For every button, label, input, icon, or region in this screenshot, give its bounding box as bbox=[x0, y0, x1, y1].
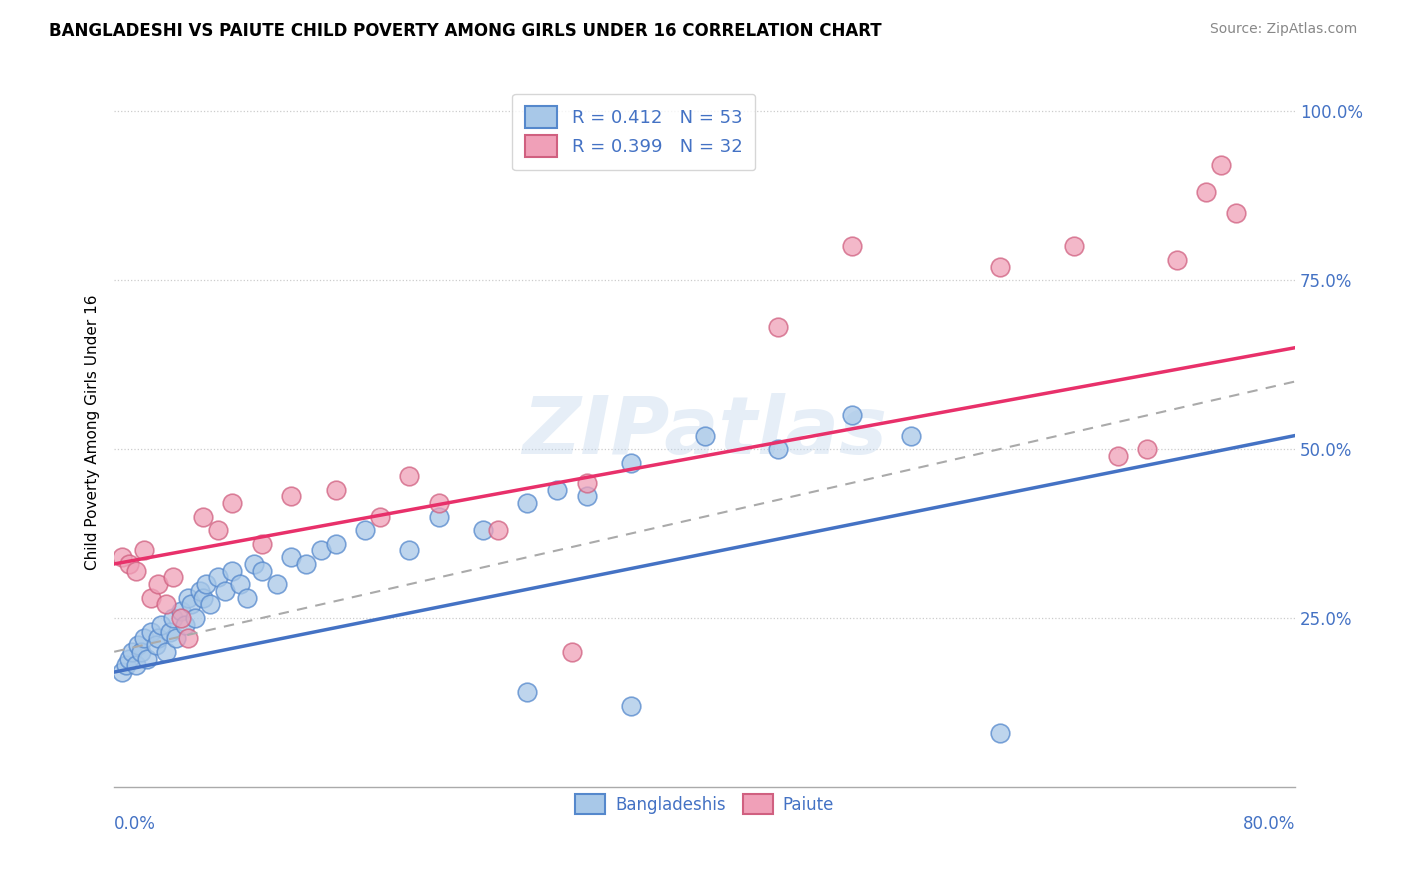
Point bbox=[127, 638, 149, 652]
Point bbox=[110, 665, 132, 679]
Point bbox=[162, 611, 184, 625]
Point bbox=[165, 632, 187, 646]
Point bbox=[198, 598, 221, 612]
Point bbox=[768, 320, 790, 334]
Point bbox=[841, 239, 863, 253]
Point bbox=[139, 624, 162, 639]
Point bbox=[148, 632, 170, 646]
Point bbox=[194, 577, 217, 591]
Point bbox=[368, 509, 391, 524]
Point bbox=[325, 536, 347, 550]
Point bbox=[620, 698, 643, 713]
Point bbox=[472, 523, 495, 537]
Point bbox=[1225, 205, 1247, 219]
Point bbox=[132, 632, 155, 646]
Y-axis label: Child Poverty Among Girls Under 16: Child Poverty Among Girls Under 16 bbox=[86, 294, 100, 570]
Text: 0.0%: 0.0% bbox=[114, 815, 156, 833]
Point bbox=[988, 260, 1011, 274]
Point bbox=[250, 564, 273, 578]
Point bbox=[620, 456, 643, 470]
Point bbox=[427, 496, 450, 510]
Point bbox=[177, 632, 200, 646]
Point bbox=[148, 577, 170, 591]
Point bbox=[191, 591, 214, 605]
Point bbox=[427, 509, 450, 524]
Point bbox=[125, 658, 148, 673]
Point bbox=[236, 591, 259, 605]
Point bbox=[1166, 252, 1188, 267]
Point bbox=[221, 496, 243, 510]
Text: BANGLADESHI VS PAIUTE CHILD POVERTY AMONG GIRLS UNDER 16 CORRELATION CHART: BANGLADESHI VS PAIUTE CHILD POVERTY AMON… bbox=[49, 22, 882, 40]
Point bbox=[693, 428, 716, 442]
Point bbox=[129, 645, 152, 659]
Point bbox=[575, 489, 598, 503]
Point bbox=[159, 624, 181, 639]
Point bbox=[243, 557, 266, 571]
Point bbox=[169, 611, 191, 625]
Point bbox=[174, 617, 197, 632]
Point bbox=[139, 591, 162, 605]
Point bbox=[516, 685, 538, 699]
Point bbox=[486, 523, 509, 537]
Point bbox=[115, 658, 138, 673]
Point bbox=[169, 604, 191, 618]
Point bbox=[309, 543, 332, 558]
Point bbox=[191, 509, 214, 524]
Point bbox=[1211, 158, 1233, 172]
Point bbox=[150, 617, 173, 632]
Point bbox=[250, 536, 273, 550]
Point bbox=[280, 489, 302, 503]
Point bbox=[325, 483, 347, 497]
Point bbox=[207, 523, 229, 537]
Point bbox=[900, 428, 922, 442]
Point bbox=[155, 645, 177, 659]
Point bbox=[1136, 442, 1159, 456]
Point bbox=[266, 577, 288, 591]
Point bbox=[575, 475, 598, 490]
Point bbox=[177, 591, 200, 605]
Point bbox=[398, 543, 420, 558]
Point bbox=[221, 564, 243, 578]
Text: ZIPatlas: ZIPatlas bbox=[522, 393, 887, 471]
Point bbox=[988, 726, 1011, 740]
Point bbox=[132, 543, 155, 558]
Point bbox=[561, 645, 583, 659]
Point bbox=[162, 570, 184, 584]
Point bbox=[1107, 449, 1129, 463]
Point bbox=[1063, 239, 1085, 253]
Point bbox=[228, 577, 250, 591]
Point bbox=[188, 584, 211, 599]
Point bbox=[118, 557, 141, 571]
Point bbox=[841, 409, 863, 423]
Point bbox=[214, 584, 236, 599]
Point bbox=[1195, 186, 1218, 200]
Point bbox=[516, 496, 538, 510]
Point bbox=[121, 645, 143, 659]
Text: Source: ZipAtlas.com: Source: ZipAtlas.com bbox=[1209, 22, 1357, 37]
Legend: Bangladeshis, Paiute: Bangladeshis, Paiute bbox=[568, 788, 841, 822]
Point bbox=[145, 638, 167, 652]
Point bbox=[280, 550, 302, 565]
Point bbox=[155, 598, 177, 612]
Point bbox=[354, 523, 377, 537]
Point bbox=[768, 442, 790, 456]
Point bbox=[118, 651, 141, 665]
Point bbox=[207, 570, 229, 584]
Point bbox=[180, 598, 202, 612]
Point bbox=[125, 564, 148, 578]
Text: 80.0%: 80.0% bbox=[1243, 815, 1295, 833]
Point bbox=[295, 557, 318, 571]
Point bbox=[398, 469, 420, 483]
Point bbox=[135, 651, 157, 665]
Point bbox=[110, 550, 132, 565]
Point bbox=[184, 611, 207, 625]
Point bbox=[546, 483, 568, 497]
